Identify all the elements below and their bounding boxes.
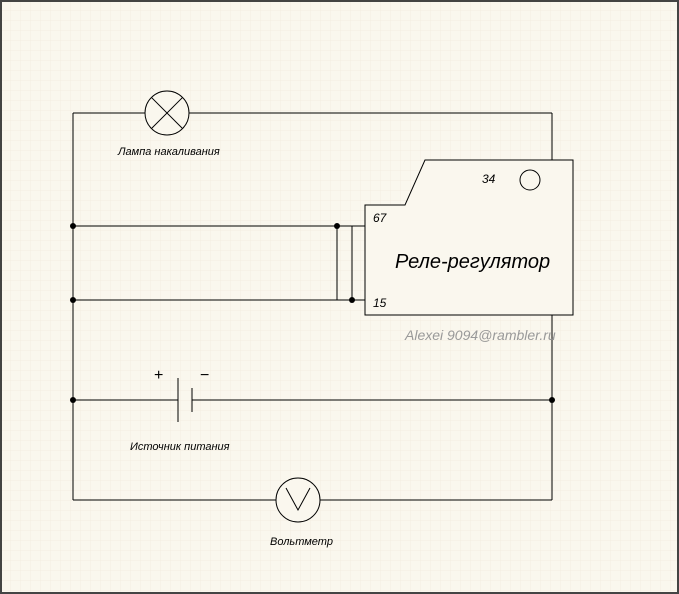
voltmeter-symbol	[276, 478, 320, 522]
voltmeter-label: Вольтметр	[270, 536, 333, 548]
pin-34-label: 34	[482, 172, 496, 186]
relay-label: Реле-регулятор	[395, 251, 550, 273]
pin-15-label: 15	[373, 296, 387, 310]
battery-label: Источник питания	[130, 441, 230, 453]
pin-67-label: 67	[373, 211, 388, 225]
battery-minus: −	[200, 367, 209, 384]
lamp-symbol	[145, 91, 189, 135]
diagram-canvas: Лампа накаливания Реле-регулятор 67 15 3…	[0, 0, 679, 594]
watermark-text: Alexei 9094@rambler.ru	[404, 327, 556, 343]
lamp-label: Лампа накаливания	[117, 146, 220, 158]
battery-plus: +	[154, 367, 163, 384]
